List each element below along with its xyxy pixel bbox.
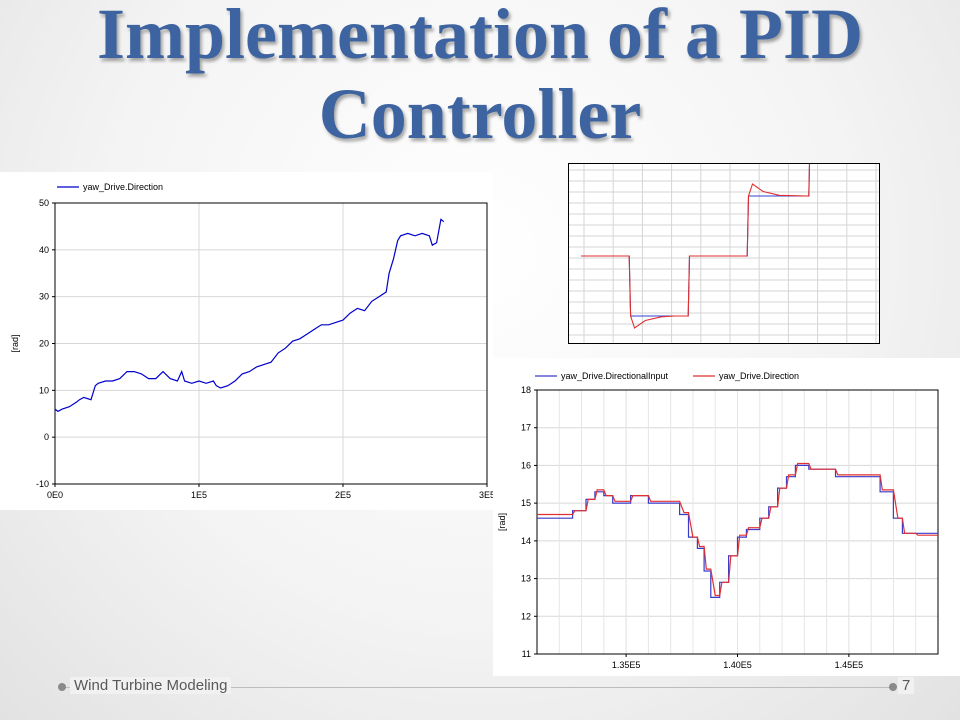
chart-yaw-direction: -10 0 10 20 30 40 50 0E0 1E5 2E5 3E5 [rad] yaw_Drive… <box>0 172 493 510</box>
chart-yaw-direction-ylabel: [rad] <box>10 334 20 352</box>
chart-input-vs-direction-tick-label-x: 1.45E5 <box>835 660 864 670</box>
chart-yaw-direction-tick-label-y: -10 <box>36 479 49 489</box>
chart-input-vs-direction-series-line-1 <box>537 462 938 597</box>
chart-input-vs-direction-tick-label-x: 1.40E5 <box>723 660 752 670</box>
chart-input-vs-direction-legend-label-0: yaw_Drive.DirectionalInput <box>561 371 669 381</box>
chart-yaw-direction-tick-label-y: 50 <box>39 198 49 208</box>
chart-input-vs-direction-tick-label-y: 14 <box>521 536 531 546</box>
chart-yaw-direction-tick-label-x: 1E5 <box>191 490 207 500</box>
chart-yaw-direction-tick-label-x: 0E0 <box>47 490 63 500</box>
chart-step-response-series-line-1 <box>581 164 811 329</box>
chart-input-vs-direction: 11 12 13 14 15 16 17 18 1.35E5 1.40E5 1.45E5 [rad] y… <box>493 358 960 676</box>
chart-yaw-direction-tick-label-y: 20 <box>39 339 49 349</box>
chart-step-response-svg <box>569 164 879 343</box>
chart-yaw-direction-tick-label-y: 30 <box>39 292 49 302</box>
chart-step-response <box>568 163 880 344</box>
slide-title: Implementation of a PID Controller <box>0 0 960 154</box>
chart-input-vs-direction-tick-label-x: 1.35E5 <box>612 660 641 670</box>
chart-input-vs-direction-tick-label-y: 13 <box>521 574 531 584</box>
chart-input-vs-direction-tick-label-y: 17 <box>521 423 531 433</box>
chart-yaw-direction-tick-label-x: 3E5 <box>479 490 493 500</box>
chart-yaw-direction-tick-label-x: 2E5 <box>335 490 351 500</box>
chart-yaw-direction-tick-label-y: 0 <box>44 432 49 442</box>
footer-divider <box>62 687 893 688</box>
slide-title-line-2: Controller <box>318 74 642 154</box>
chart-input-vs-direction-frame <box>536 389 939 655</box>
footer-bullet-right <box>889 683 897 691</box>
chart-yaw-direction-svg: -10 0 10 20 30 40 50 0E0 1E5 2E5 3E5 [rad] yaw_Drive… <box>10 182 493 500</box>
chart-yaw-direction-legend-label-0: yaw_Drive.Direction <box>83 182 163 192</box>
page-number: 7 <box>898 677 915 694</box>
chart-step-response-plot-area <box>569 164 879 343</box>
chart-input-vs-direction-tick-label-y: 12 <box>521 611 531 621</box>
chart-input-vs-direction-tick-label-y: 16 <box>521 460 531 470</box>
chart-yaw-direction-tick-label-y: 10 <box>39 385 49 395</box>
chart-yaw-direction-frame <box>54 202 488 485</box>
chart-input-vs-direction-ylabel: [rad] <box>497 513 507 531</box>
slide-title-line-1: Implementation of a PID <box>97 0 863 74</box>
footer-bullet-left <box>58 683 66 691</box>
chart-input-vs-direction-tick-label-y: 18 <box>521 385 531 395</box>
chart-yaw-direction-series-line-0 <box>54 218 445 413</box>
chart-input-vs-direction-tick-label-y: 15 <box>521 498 531 508</box>
chart-input-vs-direction-legend-label-1: yaw_Drive.Direction <box>719 371 799 381</box>
chart-yaw-direction-tick-label-y: 40 <box>39 245 49 255</box>
footer-text: Wind Turbine Modeling <box>70 677 232 694</box>
chart-input-vs-direction-svg: 11 12 13 14 15 16 17 18 1.35E5 1.40E5 1.45E5 [rad] y… <box>497 371 939 670</box>
chart-input-vs-direction-tick-label-y: 11 <box>522 649 531 659</box>
